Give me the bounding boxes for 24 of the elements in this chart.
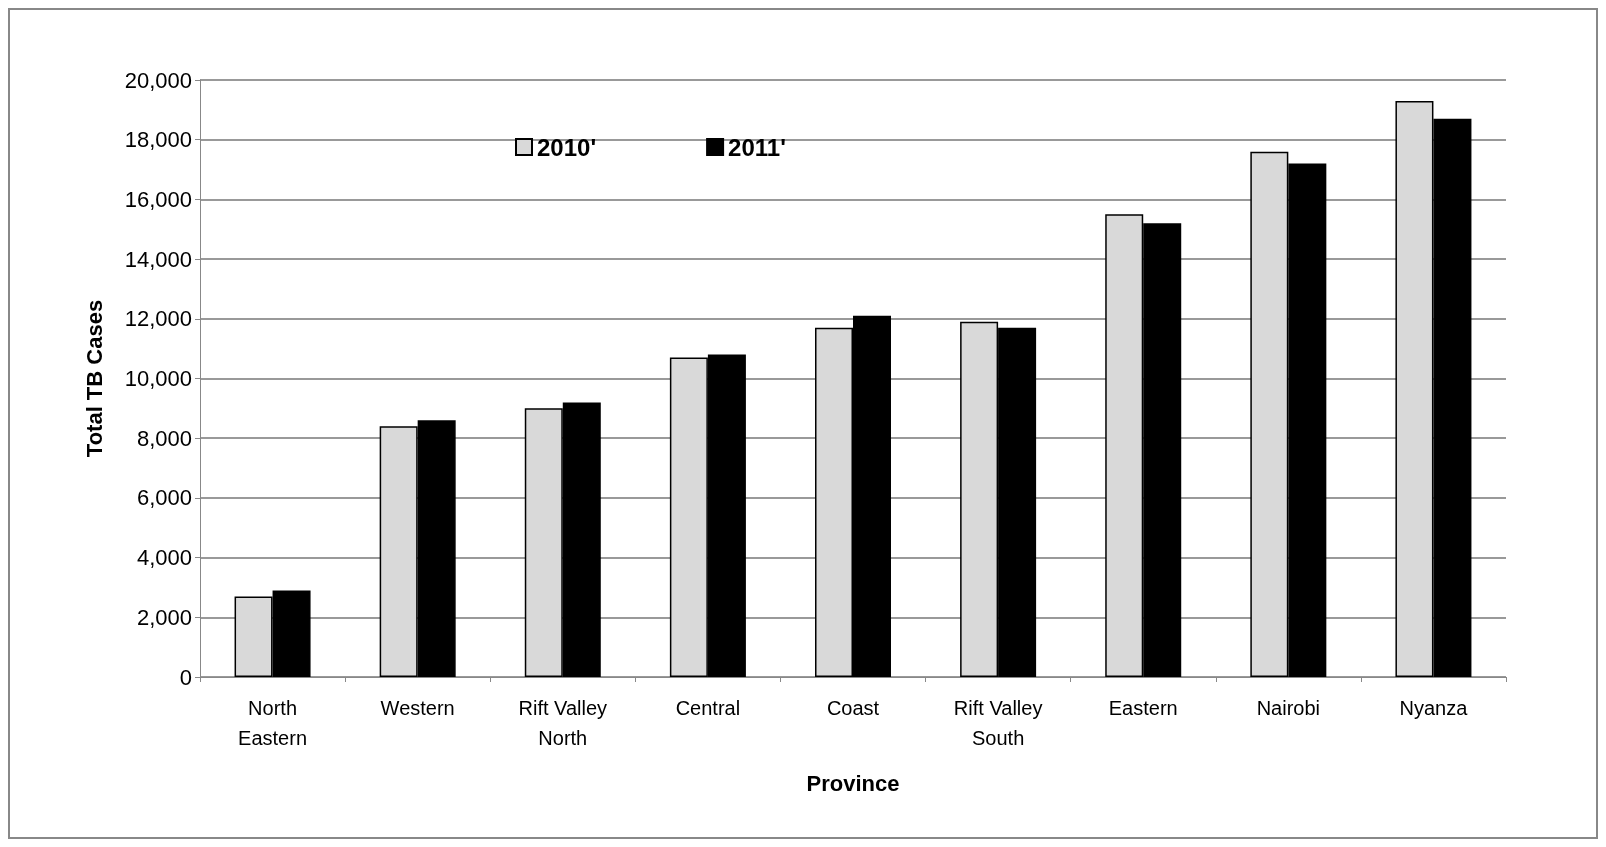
x-tick-label: Nyanza: [1399, 697, 1469, 719]
y-tick-label: 2,000: [136, 604, 192, 630]
y-tick-label: 8,000: [136, 425, 192, 451]
x-tick-label: Coast: [826, 697, 880, 719]
legend-label: 2011': [728, 133, 786, 161]
y-tick-label: 16,000: [124, 186, 192, 212]
x-tick-label: North Eastern: [238, 697, 308, 749]
y-tick-label: 0: [179, 664, 192, 690]
y-tick-label: 14,000: [124, 246, 192, 272]
x-tick-label: Rift Valley South: [953, 697, 1043, 749]
y-tick-label: 18,000: [124, 127, 192, 153]
y-tick-label: 12,000: [124, 306, 192, 332]
y-tick-label: 4,000: [136, 545, 192, 571]
y-tick-label: 20,000: [124, 67, 192, 93]
x-tick-label: Rift Valley North: [518, 697, 608, 749]
legend-label: 2010': [537, 133, 597, 161]
x-tick-label: Central: [675, 697, 741, 719]
x-tick-label: Western: [380, 697, 455, 719]
y-tick-label: 6,000: [136, 485, 192, 511]
x-tick-label: Nairobi: [1256, 697, 1321, 719]
x-tick-label: Eastern: [1108, 697, 1178, 719]
x-axis-title: Province: [806, 770, 900, 796]
y-tick-label: 10,000: [124, 366, 192, 391]
y-axis-title: Total TB Cases: [81, 299, 107, 458]
